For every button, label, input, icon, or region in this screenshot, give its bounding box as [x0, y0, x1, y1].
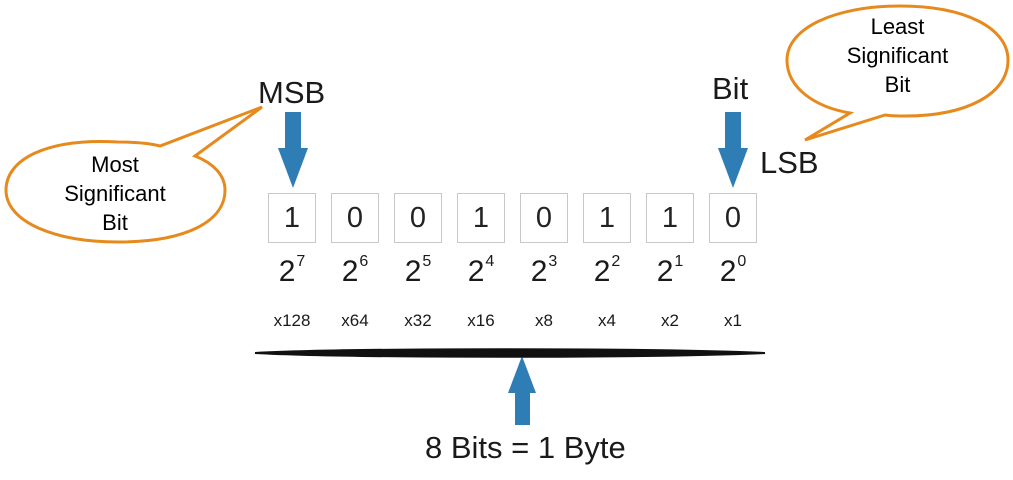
power-base: 2 [593, 255, 611, 288]
byte-arrow-up-icon [508, 356, 536, 425]
msb-label: MSB [258, 75, 326, 110]
msb-arrow-down-icon [278, 112, 308, 188]
power-of-two: 21 [638, 253, 702, 289]
power-of-two: 22 [575, 253, 639, 289]
most-significant-bubble-text: Most Significant Bit [40, 150, 190, 237]
multiplier-label: x128 [273, 311, 311, 330]
power-of-two: 24 [449, 253, 513, 289]
bubble-line: Bit [102, 210, 128, 235]
multiplier-label: x4 [598, 311, 616, 330]
power-exponent: 7 [296, 253, 306, 270]
multiplier-label: x8 [535, 311, 553, 330]
bit-box: 1 [457, 193, 505, 243]
bit-label: Bit [712, 71, 749, 106]
power-exponent: 5 [422, 253, 432, 270]
bubble-line: Significant [64, 181, 166, 206]
power-of-two: 25 [386, 253, 450, 289]
power-of-two: 26 [323, 253, 387, 289]
multiplier-label: x2 [661, 311, 679, 330]
most-significant-bubble [4, 105, 263, 244]
lsb-label: LSB [760, 145, 819, 180]
power-base: 2 [341, 255, 359, 288]
multiplier-label: x32 [404, 311, 432, 330]
power-exponent: 2 [611, 253, 621, 270]
bit-box: 1 [646, 193, 694, 243]
power-of-two: 23 [512, 253, 576, 289]
power-exponent: 0 [737, 253, 747, 270]
bubble-line: Significant [846, 43, 949, 68]
bit-box: 0 [331, 193, 379, 243]
power-base: 2 [404, 255, 422, 288]
byte-caption: 8 Bits = 1 Byte [425, 430, 626, 465]
power-of-two: 27 [260, 253, 324, 289]
bit-box: 1 [268, 193, 316, 243]
multiplier-label: x64 [341, 311, 369, 330]
power-base: 2 [467, 255, 485, 288]
power-exponent: 3 [548, 253, 558, 270]
bubble-line: Most [91, 152, 139, 177]
bit-box: 0 [520, 193, 568, 243]
byte-bracket [254, 348, 766, 358]
power-base: 2 [656, 255, 674, 288]
power-base: 2 [719, 255, 737, 288]
power-base: 2 [278, 255, 296, 288]
multiplier-label: x1 [724, 311, 742, 330]
bit-box: 1 [583, 193, 631, 243]
power-exponent: 4 [485, 253, 495, 270]
power-of-two: 20 [701, 253, 765, 289]
multiplier-label: x16 [467, 311, 495, 330]
bit-box: 0 [709, 193, 757, 243]
least-significant-bubble-text: Least Significant Bit [820, 12, 975, 99]
bit-box: 0 [394, 193, 442, 243]
power-exponent: 6 [359, 253, 369, 270]
least-significant-bubble [785, 4, 1010, 142]
power-base: 2 [530, 255, 548, 288]
bubble-line: Least [870, 14, 925, 39]
bubble-line: Bit [884, 72, 911, 97]
lsb-arrow-down-icon [718, 112, 748, 188]
power-exponent: 1 [674, 253, 684, 270]
